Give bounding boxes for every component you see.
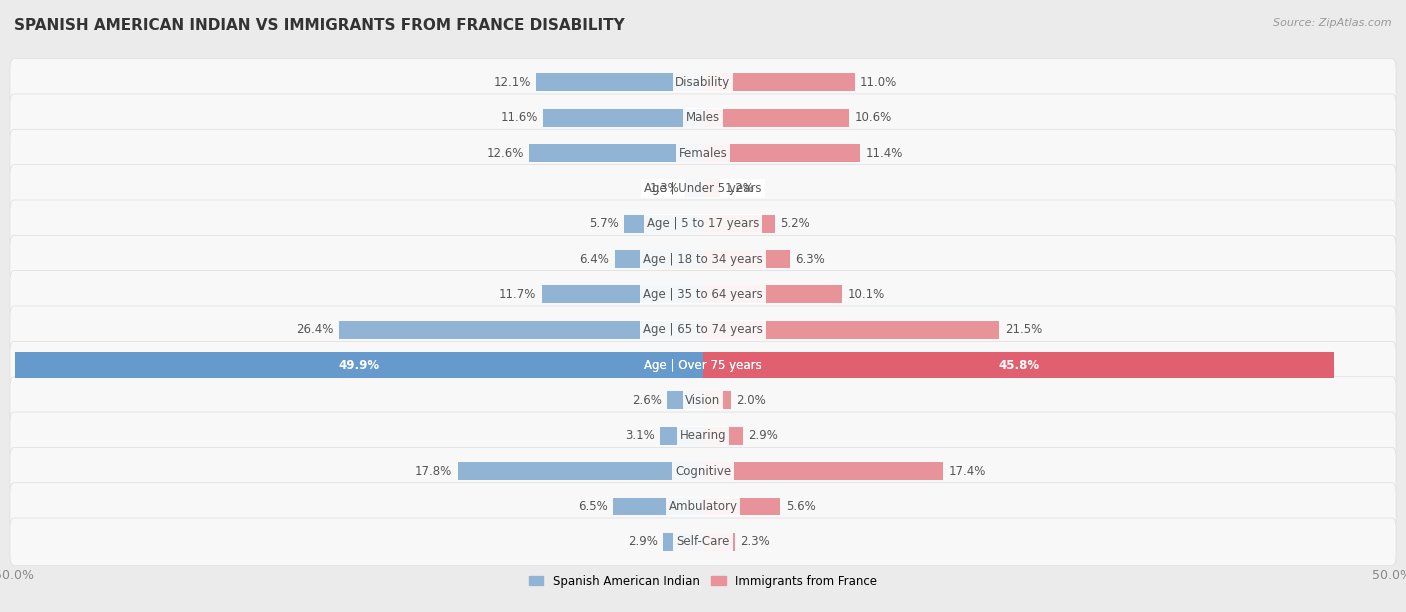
Text: 2.9%: 2.9% [627,536,658,548]
Bar [624,215,703,233]
Text: Females: Females [679,147,727,160]
Bar [339,321,703,339]
Bar [458,462,703,480]
FancyBboxPatch shape [10,129,1396,177]
Bar [668,392,703,409]
Text: Disability: Disability [675,76,731,89]
Text: 5.7%: 5.7% [589,217,619,230]
Bar [703,498,780,515]
Text: 2.9%: 2.9% [748,429,779,442]
Bar [543,109,703,127]
Bar [703,427,742,445]
Text: 11.0%: 11.0% [860,76,897,89]
Text: 5.6%: 5.6% [786,500,815,513]
FancyBboxPatch shape [10,483,1396,530]
Text: Age | Under 5 years: Age | Under 5 years [644,182,762,195]
Text: Hearing: Hearing [679,429,727,442]
Text: 6.3%: 6.3% [796,253,825,266]
FancyBboxPatch shape [10,94,1396,141]
Text: Ambulatory: Ambulatory [668,500,738,513]
Text: SPANISH AMERICAN INDIAN VS IMMIGRANTS FROM FRANCE DISABILITY: SPANISH AMERICAN INDIAN VS IMMIGRANTS FR… [14,18,624,34]
Bar [685,179,703,198]
Text: 10.6%: 10.6% [855,111,891,124]
Bar [703,144,860,162]
Text: 3.1%: 3.1% [626,429,655,442]
FancyBboxPatch shape [10,59,1396,106]
Text: 17.4%: 17.4% [948,465,986,477]
FancyBboxPatch shape [10,306,1396,354]
Text: 5.2%: 5.2% [780,217,810,230]
Text: Males: Males [686,111,720,124]
Text: Age | Over 75 years: Age | Over 75 years [644,359,762,371]
Bar [703,462,943,480]
Text: 45.8%: 45.8% [998,359,1039,371]
Text: 2.3%: 2.3% [740,536,770,548]
FancyBboxPatch shape [10,518,1396,565]
Bar [703,392,731,409]
Text: Age | 5 to 17 years: Age | 5 to 17 years [647,217,759,230]
Text: Age | 65 to 74 years: Age | 65 to 74 years [643,323,763,336]
Bar [703,321,1000,339]
Text: 2.0%: 2.0% [737,394,766,407]
Text: 12.6%: 12.6% [486,147,524,160]
Bar [703,73,855,91]
Bar [541,285,703,304]
Bar [536,73,703,91]
Legend: Spanish American Indian, Immigrants from France: Spanish American Indian, Immigrants from… [524,570,882,592]
FancyBboxPatch shape [10,271,1396,318]
Text: Age | 35 to 64 years: Age | 35 to 64 years [643,288,763,301]
Bar [613,498,703,515]
FancyBboxPatch shape [10,376,1396,424]
Text: 1.3%: 1.3% [650,182,679,195]
Bar [703,109,849,127]
Text: Self-Care: Self-Care [676,536,730,548]
FancyBboxPatch shape [10,412,1396,460]
FancyBboxPatch shape [10,236,1396,283]
Bar [530,144,703,162]
Text: 11.4%: 11.4% [866,147,903,160]
Text: Cognitive: Cognitive [675,465,731,477]
FancyBboxPatch shape [10,200,1396,248]
Bar [661,427,703,445]
Text: Source: ZipAtlas.com: Source: ZipAtlas.com [1274,18,1392,28]
Bar [703,352,1334,378]
Text: Age | 18 to 34 years: Age | 18 to 34 years [643,253,763,266]
Bar [614,250,703,268]
Text: 6.4%: 6.4% [579,253,609,266]
Text: Age | Over 75 years: Age | Over 75 years [644,359,762,371]
FancyBboxPatch shape [10,341,1396,389]
Text: 12.1%: 12.1% [494,76,531,89]
FancyBboxPatch shape [10,447,1396,495]
Text: 6.5%: 6.5% [578,500,607,513]
Bar [664,533,703,551]
FancyBboxPatch shape [10,165,1396,212]
Text: 11.6%: 11.6% [501,111,537,124]
Bar [703,215,775,233]
Text: 21.5%: 21.5% [1005,323,1042,336]
Bar [703,533,735,551]
Bar [703,179,720,198]
Text: 49.9%: 49.9% [339,359,380,371]
Text: 26.4%: 26.4% [297,323,333,336]
Text: Vision: Vision [685,394,721,407]
Text: 17.8%: 17.8% [415,465,453,477]
Bar [703,250,790,268]
Bar [703,285,842,304]
Bar [15,352,703,378]
Text: 11.7%: 11.7% [499,288,536,301]
Text: 10.1%: 10.1% [848,288,884,301]
Text: 2.6%: 2.6% [631,394,662,407]
Text: 1.2%: 1.2% [725,182,755,195]
